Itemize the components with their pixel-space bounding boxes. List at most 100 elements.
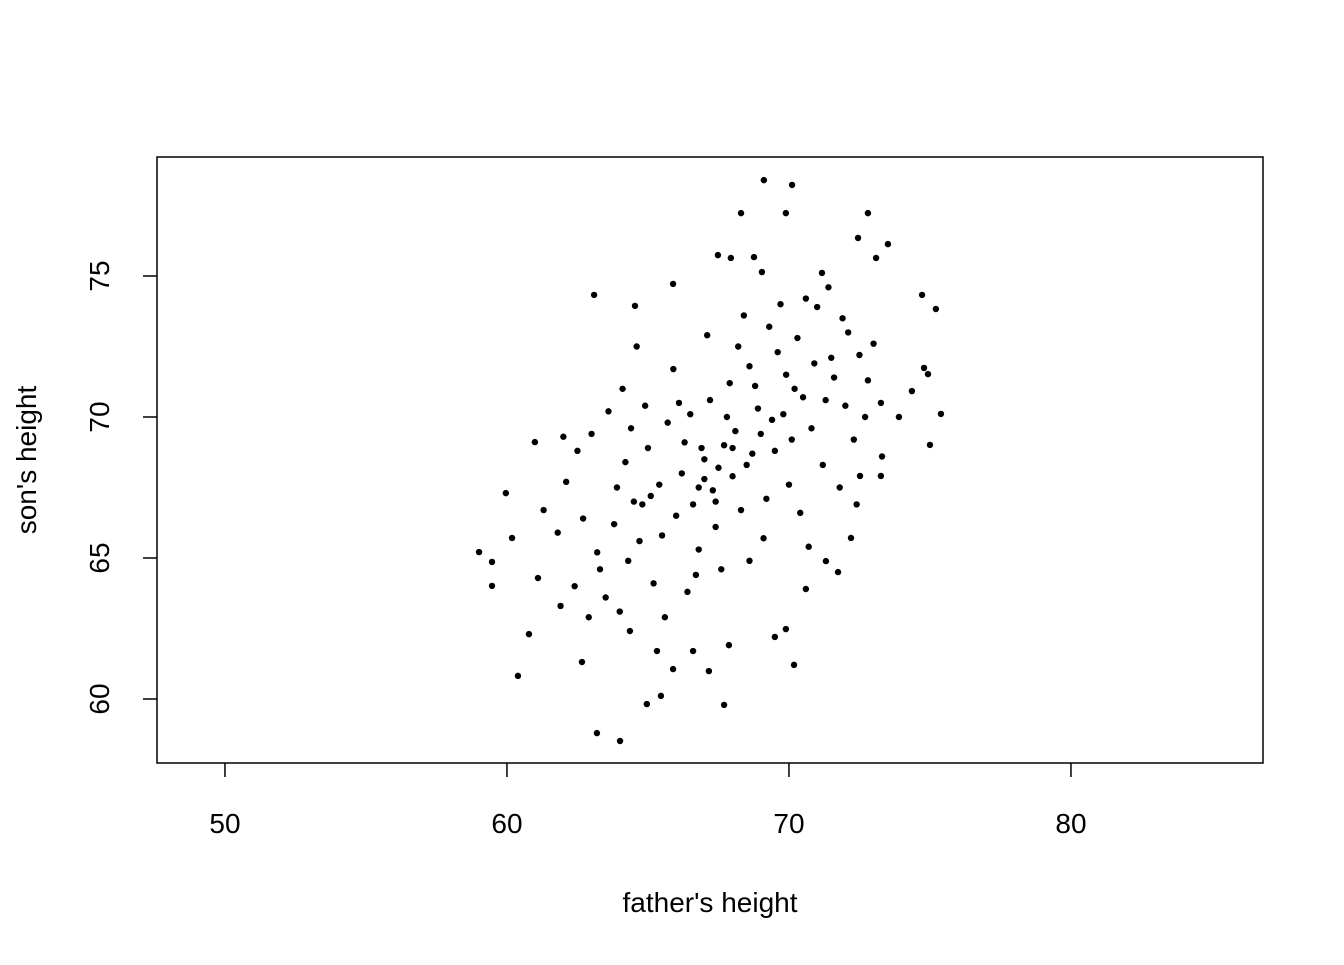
point bbox=[647, 492, 654, 500]
point bbox=[531, 438, 539, 446]
point bbox=[664, 419, 671, 426]
point bbox=[554, 529, 561, 536]
point bbox=[726, 379, 733, 387]
point bbox=[725, 641, 733, 649]
point bbox=[534, 574, 542, 582]
x-axis-label: father's height bbox=[622, 887, 797, 918]
x-tick-label: 50 bbox=[209, 808, 240, 839]
point bbox=[818, 269, 826, 277]
point bbox=[802, 295, 810, 302]
point bbox=[743, 461, 750, 469]
point bbox=[594, 549, 601, 556]
x-tick-label: 80 bbox=[1055, 808, 1086, 839]
plot-frame bbox=[156, 156, 1264, 764]
point bbox=[813, 303, 821, 311]
point bbox=[853, 501, 860, 508]
point bbox=[562, 478, 570, 486]
point bbox=[723, 413, 731, 421]
point bbox=[613, 484, 621, 491]
point bbox=[771, 633, 779, 641]
point bbox=[593, 729, 601, 737]
point bbox=[631, 302, 639, 310]
point bbox=[729, 444, 736, 452]
point bbox=[811, 360, 818, 367]
point bbox=[732, 427, 739, 435]
point bbox=[771, 447, 779, 455]
point bbox=[630, 498, 638, 505]
point bbox=[758, 268, 766, 276]
point bbox=[488, 582, 496, 590]
point bbox=[808, 425, 815, 432]
point bbox=[819, 461, 826, 469]
point bbox=[854, 234, 862, 242]
point bbox=[701, 475, 708, 483]
point bbox=[508, 534, 516, 542]
x-tick-label: 70 bbox=[773, 808, 804, 839]
point bbox=[757, 430, 764, 438]
point bbox=[908, 387, 916, 395]
point bbox=[571, 582, 578, 590]
point bbox=[780, 410, 787, 418]
point bbox=[805, 543, 812, 550]
point bbox=[920, 364, 928, 372]
point bbox=[616, 737, 624, 745]
point bbox=[714, 251, 722, 259]
point bbox=[782, 371, 790, 378]
point bbox=[790, 661, 798, 669]
point bbox=[684, 588, 691, 596]
point bbox=[633, 343, 640, 350]
point bbox=[560, 433, 567, 440]
point bbox=[822, 396, 829, 404]
point bbox=[678, 470, 686, 477]
point bbox=[636, 537, 643, 545]
point bbox=[864, 209, 872, 217]
point bbox=[822, 557, 830, 565]
point bbox=[672, 512, 680, 519]
point bbox=[797, 509, 804, 517]
point bbox=[932, 305, 940, 313]
point bbox=[782, 209, 790, 217]
y-tick-label: 60 bbox=[84, 683, 115, 714]
y-tick-label: 70 bbox=[84, 401, 115, 432]
point bbox=[844, 329, 852, 336]
point bbox=[856, 351, 863, 359]
point bbox=[870, 340, 877, 347]
point bbox=[877, 399, 885, 407]
point bbox=[788, 181, 796, 189]
point bbox=[669, 280, 677, 288]
point bbox=[926, 441, 934, 449]
point bbox=[794, 334, 801, 342]
point bbox=[488, 558, 496, 566]
point bbox=[695, 484, 702, 491]
point bbox=[596, 566, 604, 573]
point bbox=[884, 240, 892, 248]
point bbox=[590, 291, 598, 299]
point bbox=[687, 410, 694, 418]
point bbox=[706, 396, 714, 404]
point bbox=[574, 447, 581, 455]
point bbox=[585, 614, 592, 621]
point bbox=[850, 436, 858, 443]
point bbox=[774, 348, 781, 356]
point bbox=[737, 209, 745, 217]
point bbox=[578, 658, 586, 666]
point bbox=[626, 627, 634, 635]
point bbox=[760, 535, 767, 542]
point bbox=[625, 557, 632, 565]
point bbox=[727, 254, 735, 262]
point bbox=[749, 450, 756, 457]
point bbox=[712, 523, 719, 531]
point bbox=[619, 385, 626, 392]
point bbox=[718, 566, 725, 573]
point bbox=[475, 548, 483, 556]
point bbox=[703, 332, 711, 339]
point bbox=[557, 602, 564, 610]
point bbox=[825, 284, 832, 291]
point bbox=[737, 506, 745, 514]
point bbox=[698, 444, 705, 452]
point bbox=[689, 647, 697, 655]
point bbox=[641, 402, 649, 409]
point bbox=[658, 532, 666, 539]
point bbox=[754, 405, 762, 412]
